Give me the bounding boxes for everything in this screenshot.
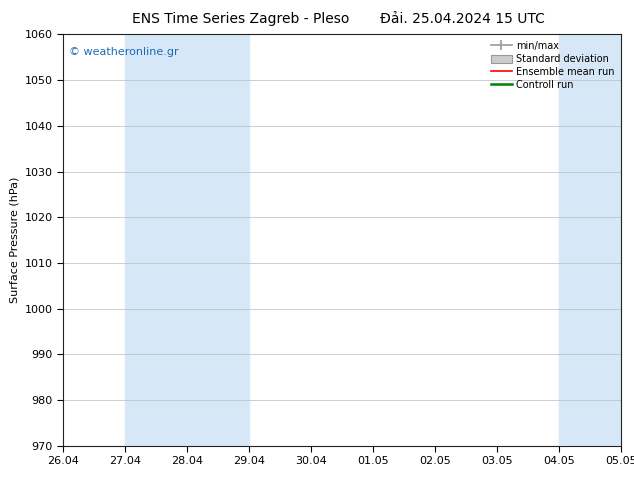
Text: © weatheronline.gr: © weatheronline.gr (69, 47, 179, 57)
Bar (559, 34, 621, 446)
Text: ENS Time Series Zagreb - Pleso: ENS Time Series Zagreb - Pleso (133, 12, 349, 26)
Text: Đải. 25.04.2024 15 UTC: Đải. 25.04.2024 15 UTC (380, 12, 545, 26)
Legend: min/max, Standard deviation, Ensemble mean run, Controll run: min/max, Standard deviation, Ensemble me… (489, 39, 616, 92)
Bar (126, 34, 249, 446)
Bar (621, 34, 634, 446)
Y-axis label: Surface Pressure (hPa): Surface Pressure (hPa) (10, 177, 19, 303)
